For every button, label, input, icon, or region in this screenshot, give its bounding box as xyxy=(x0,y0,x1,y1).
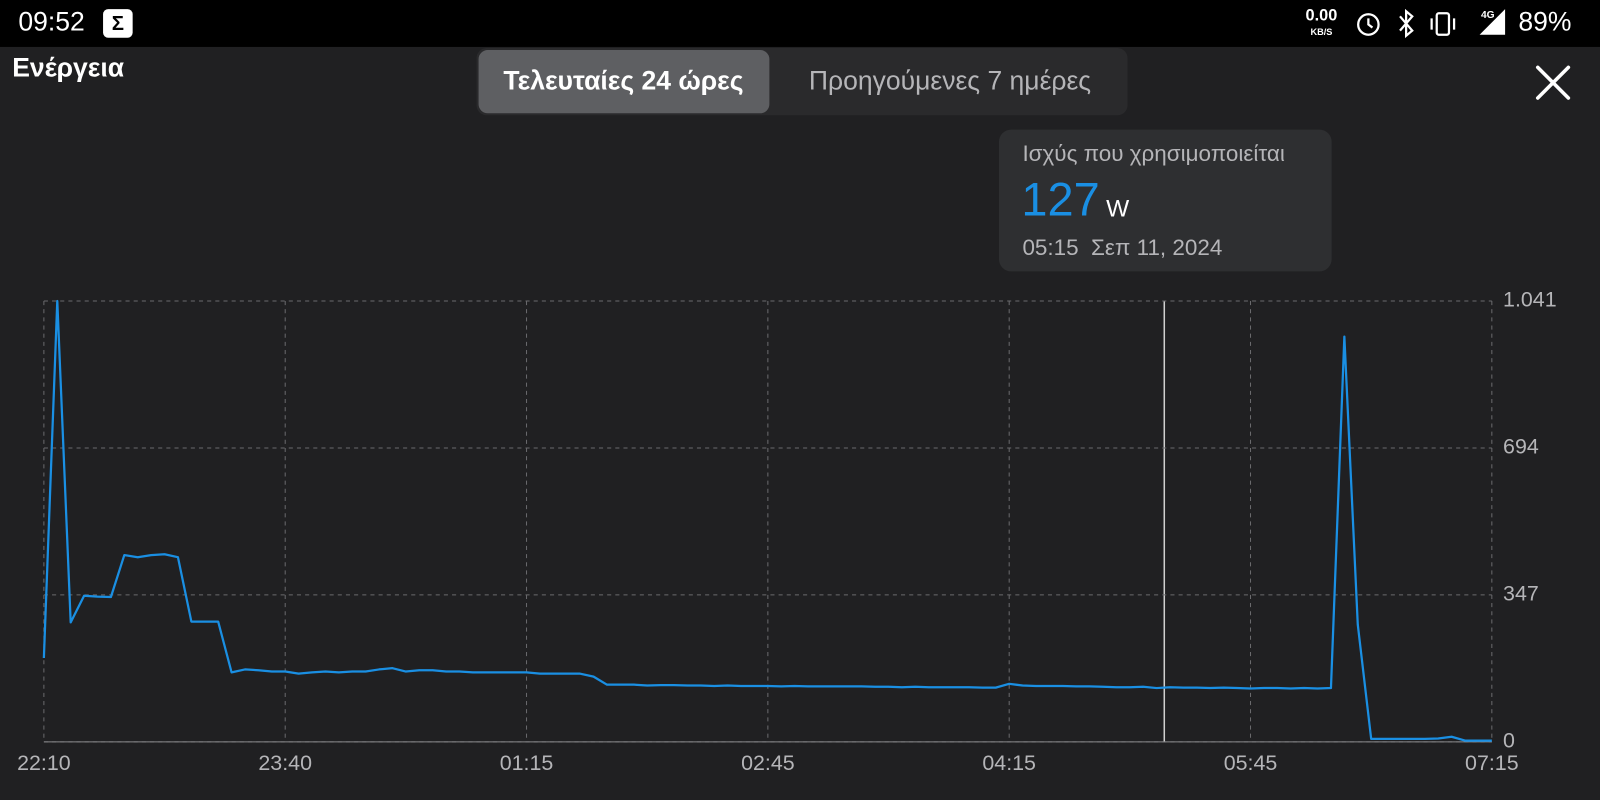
x-tick-label: 01:15 xyxy=(500,751,554,775)
signal-icon xyxy=(1479,9,1506,35)
app-icon-glyph: Σ xyxy=(112,13,124,35)
net-unit: KB/S xyxy=(1310,27,1332,37)
status-bar xyxy=(0,0,1600,47)
app-icon xyxy=(103,9,133,38)
page-title: Ενέργεια xyxy=(12,52,124,82)
x-tick-label: 23:40 xyxy=(258,751,312,775)
tab-active[interactable] xyxy=(478,50,770,114)
alarm-icon xyxy=(1357,13,1380,36)
x-tick-label: 04:15 xyxy=(982,751,1036,775)
net-speed: 0.00 xyxy=(1306,7,1338,25)
y-tick-label: 347 xyxy=(1503,582,1539,606)
bluetooth-icon xyxy=(1399,8,1414,39)
tooltip xyxy=(998,129,1332,272)
vibrate-waves xyxy=(1430,18,1456,30)
plot: 0 347 694 1.041 22:10 23:40 01:15 02:45 04:15 05:… xyxy=(17,288,1557,775)
data-line xyxy=(42,299,1492,742)
tooltip-label: Ισχύς που χρησιμοποιείται xyxy=(1022,141,1284,166)
tab-label[interactable]: Προηγούμενες 7 ημέρες xyxy=(809,66,1091,96)
status-time: 09:52 xyxy=(18,6,84,36)
battery: 89% xyxy=(1518,6,1571,36)
tooltip-time: 05:15 Σεπ 11, 2024 xyxy=(1022,235,1222,260)
x-tick-label: 05:45 xyxy=(1224,751,1278,775)
tooltip-unit: W xyxy=(1106,196,1130,223)
y-tick-label: 694 xyxy=(1503,435,1539,459)
alarm-hands xyxy=(1367,18,1374,29)
tab-label[interactable]: Τελευταίες 24 ώρες xyxy=(503,66,743,96)
close-button[interactable] xyxy=(1535,65,1571,100)
x-tick-label: 22:10 xyxy=(17,751,71,775)
status-icons xyxy=(1357,8,1456,39)
y-tick-label: 1.041 xyxy=(1503,288,1557,312)
tooltip-value: 127 xyxy=(1021,173,1099,225)
network-type: 4G xyxy=(1481,10,1495,21)
x-tick-label: 07:15 xyxy=(1465,751,1519,775)
x-tick-label: 02:45 xyxy=(741,751,795,775)
y-tick-label: 0 xyxy=(1503,728,1515,752)
vibrate-icon xyxy=(1435,12,1451,36)
